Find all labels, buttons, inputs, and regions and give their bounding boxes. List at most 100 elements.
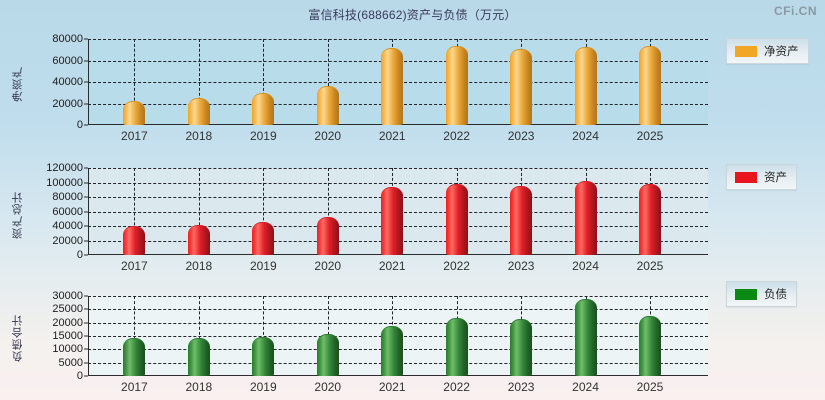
x-tick-label: 2024: [572, 259, 599, 273]
legend-负债[interactable]: 负债: [726, 281, 797, 307]
y-tick-mark: [84, 124, 88, 126]
bar-2018[interactable]: [187, 98, 210, 125]
legend-swatch-icon: [735, 171, 757, 183]
x-tick-label: 2019: [249, 259, 277, 273]
y-tick-label: 20000: [52, 97, 83, 110]
gridline-vertical: [585, 296, 587, 376]
bar-2017[interactable]: [123, 100, 146, 125]
y-tick-mark: [84, 81, 88, 83]
bar-2024[interactable]: [574, 47, 597, 125]
bar-2018[interactable]: [187, 337, 210, 376]
y-tick-mark: [84, 348, 88, 350]
bar-2022[interactable]: [445, 317, 468, 376]
gridline-vertical: [134, 39, 136, 125]
bar-2022[interactable]: [445, 184, 468, 255]
y-tick-mark: [84, 182, 88, 183]
gridline-vertical: [649, 168, 651, 255]
y-tick-label: 0: [76, 370, 83, 382]
legend-swatch-icon: [735, 45, 757, 57]
gridline-vertical: [456, 168, 458, 255]
bar-2021[interactable]: [381, 325, 404, 376]
gridline-vertical: [327, 168, 329, 255]
legend-label: 负债: [764, 289, 787, 301]
x-tick-label: 2017: [121, 380, 148, 394]
bar-2023[interactable]: [510, 186, 533, 255]
plot-area: 0 5000 10000 15000 20000 25000 30000 2017 2018 20…: [52, 290, 708, 394]
gridline-horizontal: [88, 39, 708, 40]
gridline-horizontal: [88, 296, 708, 297]
y-tick-label: 120000: [46, 162, 83, 174]
plot-area: 0 20000 40000 60000 80000 100000 120000 2017 201…: [46, 162, 708, 273]
x-tick-label: 2022: [443, 129, 470, 143]
gridline-horizontal: [88, 322, 708, 324]
y-tick-label: 60000: [52, 205, 83, 218]
y-tick-label: 80000: [52, 33, 83, 45]
gridline-horizontal: [88, 103, 708, 105]
gridline-horizontal: [88, 197, 708, 198]
plot-frame: [88, 296, 708, 376]
y-tick-label: 25000: [52, 303, 83, 316]
bar-2025[interactable]: [638, 183, 661, 255]
y-tick-mark: [84, 211, 88, 212]
y-axis-title: 资产总计: [12, 191, 24, 239]
gridline-vertical: [263, 168, 265, 255]
legend-净资产[interactable]: 净资产: [726, 38, 809, 64]
watermark: CFi.CN: [774, 4, 817, 18]
gridline-vertical: [327, 296, 329, 376]
gridline-vertical: [392, 296, 394, 376]
bar-2025[interactable]: [638, 316, 661, 376]
gridline-vertical: [198, 296, 200, 376]
y-tick-mark: [84, 240, 88, 241]
gridline-horizontal: [88, 211, 708, 213]
gridline-vertical: [392, 39, 394, 125]
legend-资产[interactable]: 资产: [726, 164, 797, 190]
x-tick-label: 2022: [443, 380, 470, 394]
bar-2024[interactable]: [574, 299, 597, 376]
bar-2019[interactable]: [252, 222, 275, 255]
y-tick-label: 40000: [52, 76, 83, 88]
bar-2021[interactable]: [381, 186, 404, 255]
y-tick-label: 80000: [52, 191, 83, 203]
bar-2017[interactable]: [123, 338, 146, 376]
gridline-vertical: [198, 39, 200, 125]
y-tick-label: 40000: [52, 220, 83, 232]
bar-2021[interactable]: [381, 47, 404, 125]
x-tick-label: 2021: [378, 380, 406, 394]
bar-2019[interactable]: [252, 93, 275, 125]
gridline-vertical: [263, 39, 265, 125]
gridline-vertical: [392, 168, 394, 255]
x-tick-label: 2023: [507, 259, 535, 273]
gridline-vertical: [456, 39, 458, 125]
bar-2022[interactable]: [445, 46, 468, 125]
x-tick-label: 2018: [185, 380, 213, 394]
gridline-horizontal: [88, 349, 708, 351]
x-tick-label: 2021: [378, 129, 406, 143]
bar-2020[interactable]: [316, 86, 339, 125]
gridline-horizontal: [88, 336, 708, 337]
bar-2017[interactable]: [123, 226, 146, 255]
gridline-vertical: [521, 168, 523, 255]
bar-2019[interactable]: [252, 336, 275, 376]
bar-2020[interactable]: [316, 217, 339, 255]
page-title: 富信科技(688662)资产与负债（万元）: [308, 8, 517, 22]
x-tick-label: 2024: [572, 129, 599, 143]
y-tick-label: 10000: [52, 343, 83, 356]
y-tick-mark: [84, 362, 88, 364]
y-tick-label: 15000: [52, 330, 83, 342]
bar-2023[interactable]: [510, 319, 533, 376]
plot-frame: [88, 168, 708, 255]
gridline-vertical: [134, 296, 136, 376]
y-tick-mark: [84, 308, 88, 310]
bar-2025[interactable]: [638, 45, 661, 125]
bar-2024[interactable]: [574, 181, 597, 255]
gridline-horizontal: [88, 309, 708, 311]
bar-2018[interactable]: [187, 225, 210, 255]
y-tick-label: 0: [76, 119, 83, 131]
x-tick-label: 2025: [636, 380, 664, 394]
y-tick-label: 30000: [52, 290, 83, 302]
bar-2020[interactable]: [316, 334, 339, 376]
bar-2023[interactable]: [510, 48, 533, 125]
y-tick-mark: [84, 335, 88, 337]
